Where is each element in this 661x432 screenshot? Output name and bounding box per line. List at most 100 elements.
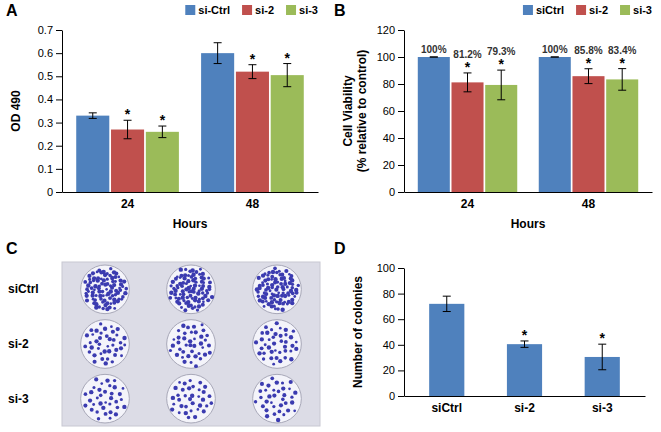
colony — [197, 304, 201, 308]
colony — [193, 298, 197, 302]
x-axis: siCtrlsi-2si-3 — [405, 397, 646, 415]
colony — [110, 325, 113, 328]
significance-mark: * — [125, 106, 131, 122]
colony — [179, 404, 183, 408]
colony — [108, 296, 112, 300]
significance-mark: * — [619, 55, 625, 71]
colony — [188, 343, 192, 347]
colony — [103, 390, 107, 394]
y-tick-mark — [56, 99, 62, 100]
colony — [181, 324, 185, 328]
colony — [104, 361, 108, 365]
y-tick-label: 60 — [383, 105, 395, 117]
bar — [572, 76, 604, 192]
colony — [293, 390, 297, 394]
colony — [191, 401, 195, 405]
colony — [100, 357, 104, 361]
colony — [118, 288, 122, 292]
colony — [205, 404, 208, 407]
colony — [97, 388, 101, 392]
colony — [273, 332, 277, 336]
colony — [176, 393, 179, 396]
colony — [175, 284, 178, 287]
significance-mark: * — [285, 50, 291, 66]
colony — [168, 296, 172, 300]
colony — [284, 280, 287, 283]
colony — [202, 277, 206, 281]
y-axis-title: (% relative to control) — [355, 50, 369, 173]
colony — [265, 414, 269, 418]
colony — [104, 401, 107, 404]
error-bar-stem — [127, 120, 128, 139]
colony — [273, 412, 277, 416]
y-tick-mark — [398, 268, 404, 269]
dish — [253, 320, 302, 369]
panel-letter: D — [334, 240, 346, 257]
x-tick-label: 24 — [121, 197, 135, 211]
colony — [273, 266, 277, 270]
colony — [289, 274, 293, 278]
colony — [202, 328, 206, 332]
x-tick-label: si-3 — [592, 401, 613, 415]
colony — [263, 272, 266, 275]
colony — [277, 301, 281, 305]
colony — [207, 343, 211, 347]
data-label: 79.3% — [487, 46, 515, 57]
colony — [111, 330, 115, 334]
colony — [280, 339, 284, 343]
y-tick-mark — [56, 30, 62, 31]
y-tick: 80 — [383, 288, 404, 300]
y-tick: 60 — [383, 105, 404, 117]
colony — [173, 338, 176, 341]
y-tick-label: 0.3 — [38, 117, 53, 129]
colony — [108, 384, 111, 387]
x-tick-label: 24 — [461, 197, 475, 211]
colony — [98, 342, 102, 346]
colony — [109, 289, 113, 293]
plot-marks — [418, 57, 638, 192]
colony — [175, 300, 179, 304]
legend-swatch — [286, 5, 296, 15]
error-bar — [124, 120, 132, 139]
colony — [207, 277, 210, 280]
error-bar-cap-bottom — [521, 347, 529, 348]
colony — [198, 284, 201, 287]
y-axis: 020406080100120 — [377, 24, 405, 198]
y-tick-mark — [398, 294, 404, 295]
colony — [92, 298, 95, 301]
error-bar-cap-bottom — [618, 90, 626, 91]
colony — [287, 294, 290, 297]
error-bar-stem — [588, 69, 589, 84]
colony — [120, 354, 123, 357]
error-bar-cap-bottom — [248, 78, 256, 79]
colony — [190, 394, 194, 398]
error-bar-cap-bottom — [430, 57, 438, 58]
colony — [96, 396, 99, 399]
x-tick: si-3 — [592, 401, 613, 415]
colony — [280, 308, 284, 312]
colony — [279, 282, 283, 286]
panel-letter: B — [334, 2, 346, 19]
plot-marks — [429, 296, 620, 396]
colony — [289, 380, 293, 384]
colony — [210, 295, 214, 299]
colony — [182, 336, 186, 340]
y-tick-mark — [398, 30, 404, 31]
colony — [294, 347, 298, 351]
legend-label: si-3 — [633, 4, 652, 16]
colony — [270, 350, 274, 354]
y-tick-mark — [398, 84, 404, 85]
colony — [177, 329, 180, 332]
y-axis: 020406080100 — [377, 262, 405, 402]
y-tick: 40 — [383, 132, 404, 144]
colony — [86, 283, 90, 287]
colony — [267, 345, 271, 349]
y-tick: 60 — [383, 313, 404, 325]
colony — [192, 325, 196, 329]
colony — [83, 280, 87, 284]
dish — [167, 374, 216, 423]
colony — [281, 398, 285, 402]
colony — [193, 283, 197, 287]
colony — [282, 413, 285, 416]
colony — [85, 292, 88, 295]
